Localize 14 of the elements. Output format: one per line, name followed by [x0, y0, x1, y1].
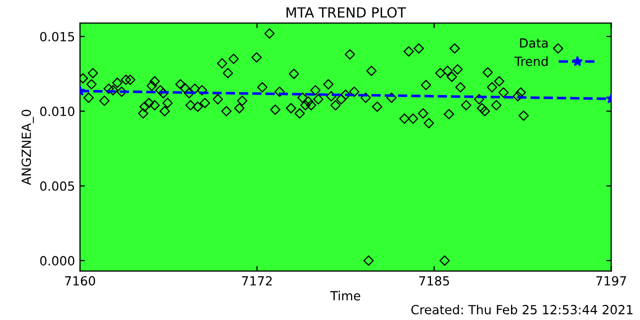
text: Created: Thu Feb 25 12:53:44 2021: [411, 304, 632, 314]
y-tick-label: 0.015: [40, 32, 74, 42]
y-tick-label: 0.010: [40, 106, 74, 116]
x-tick-label: 7172: [242, 276, 272, 286]
x-axis-title: Time: [330, 290, 360, 300]
series-label: Data: [520, 38, 548, 48]
y-axis-title: ANGZNEA_0: [22, 110, 34, 186]
y-tick-label: 0.005: [40, 181, 74, 191]
x-tick-label: 7185: [419, 276, 449, 286]
chart-title: MTA TREND PLOT: [286, 7, 406, 18]
x-tick-label: 7197: [596, 276, 626, 286]
y-tick-label: 0.000: [40, 256, 74, 266]
legend-label: Trend: [514, 56, 548, 66]
x-tick-label: 7160: [65, 276, 96, 286]
